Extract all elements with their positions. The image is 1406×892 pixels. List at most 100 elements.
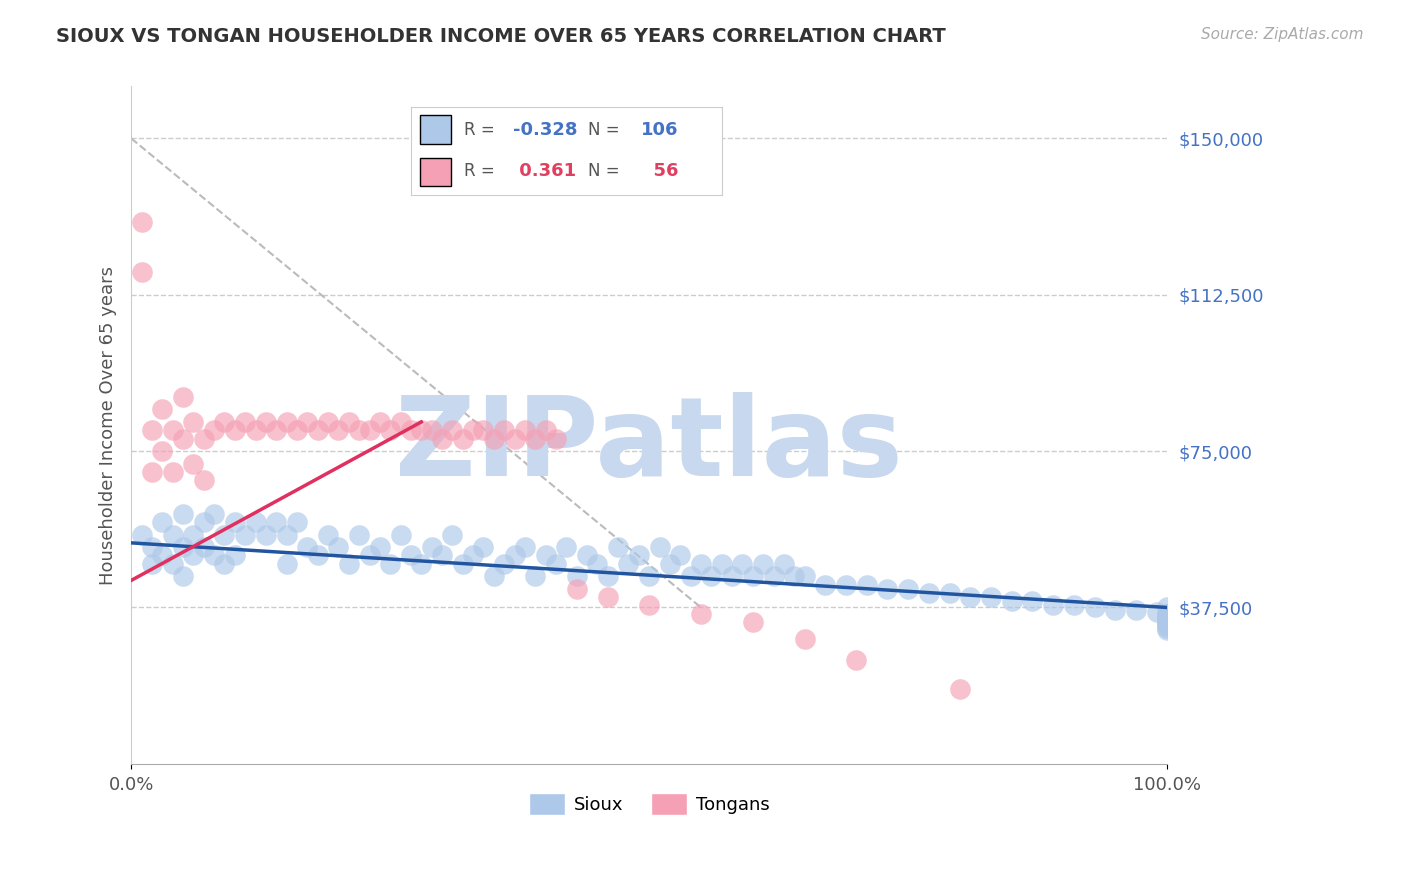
Point xyxy=(1063,599,1085,613)
Point xyxy=(307,549,329,563)
Point xyxy=(441,423,464,437)
Point xyxy=(752,557,775,571)
Point xyxy=(524,432,547,446)
Point xyxy=(627,549,650,563)
Point xyxy=(576,549,599,563)
Point xyxy=(183,549,205,563)
Point xyxy=(224,423,246,437)
Point xyxy=(534,423,557,437)
Point xyxy=(307,423,329,437)
Point xyxy=(472,540,495,554)
Point xyxy=(141,423,163,437)
Point xyxy=(183,527,205,541)
Point xyxy=(389,527,412,541)
Point xyxy=(245,423,267,437)
Point xyxy=(141,465,163,479)
Point xyxy=(1156,613,1178,627)
Point xyxy=(172,390,194,404)
Point xyxy=(131,527,153,541)
Point xyxy=(513,423,536,437)
Y-axis label: Householder Income Over 65 years: Householder Income Over 65 years xyxy=(100,266,117,584)
Point xyxy=(835,577,858,591)
Point xyxy=(337,415,360,429)
Point xyxy=(359,549,381,563)
Point xyxy=(1156,600,1178,615)
Point xyxy=(773,557,796,571)
Point xyxy=(565,582,588,596)
Point xyxy=(1156,615,1178,629)
Point xyxy=(617,557,640,571)
Point xyxy=(193,432,215,446)
Point xyxy=(1001,594,1024,608)
Point xyxy=(638,569,661,583)
Point xyxy=(596,569,619,583)
Legend: Sioux, Tongans: Sioux, Tongans xyxy=(522,786,776,822)
Point xyxy=(710,557,733,571)
Text: SIOUX VS TONGAN HOUSEHOLDER INCOME OVER 65 YEARS CORRELATION CHART: SIOUX VS TONGAN HOUSEHOLDER INCOME OVER … xyxy=(56,27,946,45)
Point xyxy=(1125,602,1147,616)
Point xyxy=(741,615,763,629)
Point xyxy=(131,265,153,279)
Point xyxy=(793,632,815,646)
Point xyxy=(399,423,422,437)
Point xyxy=(214,415,236,429)
Point xyxy=(482,432,505,446)
Point xyxy=(451,557,474,571)
Point xyxy=(793,569,815,583)
Point xyxy=(494,557,516,571)
Point xyxy=(141,540,163,554)
Point xyxy=(1146,605,1168,619)
Point xyxy=(172,569,194,583)
Point xyxy=(264,515,287,529)
Point xyxy=(328,423,350,437)
Point xyxy=(193,473,215,487)
Text: Source: ZipAtlas.com: Source: ZipAtlas.com xyxy=(1201,27,1364,42)
Point xyxy=(276,557,298,571)
Point xyxy=(1156,615,1178,629)
Point xyxy=(183,457,205,471)
Point xyxy=(1156,608,1178,623)
Point xyxy=(1104,602,1126,616)
Point xyxy=(183,415,205,429)
Point xyxy=(131,215,153,229)
Point xyxy=(224,515,246,529)
Point xyxy=(224,549,246,563)
Point xyxy=(150,444,173,458)
Point xyxy=(430,432,453,446)
Point xyxy=(162,557,184,571)
Point xyxy=(347,423,370,437)
Point xyxy=(482,569,505,583)
Point xyxy=(316,415,339,429)
Point xyxy=(285,515,308,529)
Point xyxy=(472,423,495,437)
Point xyxy=(544,557,567,571)
Point xyxy=(233,527,256,541)
Point xyxy=(679,569,702,583)
Point xyxy=(368,540,391,554)
Point xyxy=(451,432,474,446)
Point xyxy=(193,540,215,554)
Point xyxy=(297,415,319,429)
Point xyxy=(1156,611,1178,625)
Point xyxy=(172,540,194,554)
Point xyxy=(380,557,402,571)
Point xyxy=(534,549,557,563)
Point xyxy=(441,527,464,541)
Point xyxy=(430,549,453,563)
Point xyxy=(172,507,194,521)
Point xyxy=(731,557,754,571)
Point xyxy=(368,415,391,429)
Point xyxy=(814,577,837,591)
Point xyxy=(762,569,785,583)
Point xyxy=(690,607,713,621)
Point xyxy=(245,515,267,529)
Point xyxy=(276,415,298,429)
Point xyxy=(949,681,972,696)
Point xyxy=(141,557,163,571)
Point xyxy=(1042,599,1064,613)
Point xyxy=(193,515,215,529)
Point xyxy=(938,586,960,600)
Point xyxy=(503,549,526,563)
Point xyxy=(1021,594,1043,608)
Point xyxy=(254,415,277,429)
